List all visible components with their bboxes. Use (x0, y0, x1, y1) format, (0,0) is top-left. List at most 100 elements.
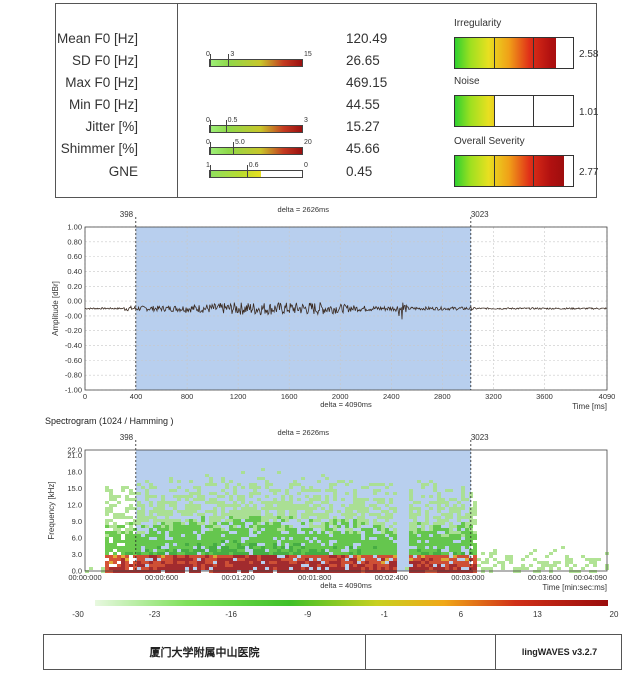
x-tick-label: 00:03:600 (528, 573, 561, 582)
hospital-name: 厦门大学附属中山医院 (44, 635, 366, 669)
param-label: Mean F0 [Hz] (56, 31, 138, 46)
severity-gauge-divider (532, 156, 534, 186)
param-bar-tick-min: 0 (206, 117, 210, 124)
selection-start-label: 398 (120, 433, 134, 442)
selection-end-label: 3023 (471, 210, 489, 219)
x-tick-label: 4090 (599, 392, 616, 401)
x-tick-label: 00:00:600 (145, 573, 178, 582)
y-tick-label: 0.00 (67, 297, 82, 306)
y-tick-label: 21.0 (67, 451, 82, 460)
x-tick-label: 00:02:400 (375, 573, 408, 582)
param-label: SD F0 [Hz] (71, 53, 138, 68)
param-threshold-mark (225, 120, 227, 133)
colorbar-gradient (95, 600, 608, 606)
severity-value: 2.58 (579, 49, 599, 60)
param-value: 120.49 (346, 31, 388, 46)
selection-delta-label: delta = 2626ms (278, 205, 330, 214)
y-tick-label: 6.0 (72, 534, 82, 543)
param-range-fill (210, 126, 302, 132)
param-value: 0.45 (346, 164, 373, 179)
param-value: 15.27 (346, 119, 380, 134)
param-range-bar: 1 0.6 0 (206, 162, 308, 178)
footer-blank-cell (366, 635, 496, 669)
total-delta-label: delta = 4090ms (320, 400, 372, 409)
param-threshold-mark (233, 142, 234, 155)
x-tick-label: 00:03:000 (451, 573, 484, 582)
y-tick-label: -0.80 (65, 371, 82, 380)
x-tick-label: 3200 (485, 392, 502, 401)
param-bar-tick-min: 0 (206, 139, 210, 146)
param-range-fill (210, 148, 302, 154)
y-tick-label: 3.0 (72, 550, 82, 559)
y-tick-label: 0.80 (67, 237, 82, 246)
y-tick-label: 0.0 (72, 567, 82, 576)
param-value: 45.66 (346, 141, 380, 156)
colorbar-tick-label: -1 (381, 610, 389, 619)
software-version: lingWAVES v3.2.7 (521, 647, 598, 657)
severity-title: Overall Severity (454, 136, 525, 147)
x-tick-label: 0 (83, 392, 87, 401)
x-axis-label: Time [min:sec:ms] (542, 583, 607, 592)
param-value: 469.15 (346, 75, 388, 90)
panel-divider (177, 4, 178, 197)
colorbar-tick-label: -23 (149, 610, 161, 619)
severity-gauge-fill (455, 38, 557, 68)
severity-gauge-divider (493, 96, 495, 126)
y-tick-label: 0.20 (67, 282, 82, 291)
parameter-panel: Mean F0 [Hz] 120.49 SD F0 [Hz] 26.65 0 3 15 Max… (55, 3, 599, 198)
y-tick-label: 18.0 (67, 468, 82, 477)
y-tick-label: -0.20 (65, 326, 82, 335)
param-bar-tick-mark: 0.5 (227, 117, 238, 124)
severity-gauge-fill (455, 156, 564, 186)
x-tick-label: 00:01:200 (221, 573, 254, 582)
param-value: 26.65 (346, 53, 380, 68)
x-tick-label: 00:01:800 (298, 573, 331, 582)
severity-gauge-divider (493, 38, 495, 68)
colorbar-tick-label: 20 (610, 610, 619, 619)
severity-gauge-divider (532, 38, 534, 68)
spectrogram-cells (85, 468, 609, 573)
spectrogram-title: Spectrogram (1024 / Hamming ) (45, 416, 174, 426)
y-tick-label: -0.60 (65, 356, 82, 365)
severity-gauge-fill (455, 96, 496, 126)
y-tick-label: 9.0 (72, 517, 82, 526)
param-range-fill (210, 171, 261, 177)
x-tick-label: 1600 (281, 392, 298, 401)
severity-gauge (454, 95, 574, 127)
param-bar-tick-mark: 0.6 (248, 162, 259, 169)
param-bar-tick-max: 20 (304, 139, 312, 146)
param-label: Max F0 [Hz] (65, 75, 138, 90)
waveform-trace (84, 301, 607, 320)
x-tick-label: 2800 (434, 392, 451, 401)
plot-frame (84, 449, 608, 572)
param-bar-start-mark (210, 165, 211, 178)
y-tick-label: 0.40 (67, 267, 82, 276)
selection-end-label: 3023 (471, 433, 489, 442)
selection-start-label: 398 (120, 210, 134, 219)
spectrogram-chart: 22.021.0 18.0 15.0 12.0 9.0 6.0 3.0 0.000:00:00… (47, 428, 609, 592)
param-bar-tick-mark: 5.0 (235, 139, 245, 146)
param-range-bar: 0 0.5 3 (206, 117, 308, 133)
param-range-fill (210, 60, 302, 66)
y-tick-label: 22.0 (67, 446, 82, 455)
param-label: Min F0 [Hz] (68, 97, 138, 112)
param-bar-tick-min: 1 (206, 162, 210, 169)
waveform-chart: 1.00 0.80 0.60 0.40 0.20 0.00 -0.00 -0.20 -0.40 -… (51, 205, 616, 411)
y-tick-label: 0.60 (67, 252, 82, 261)
x-tick-label: 400 (130, 392, 143, 401)
colorbar-tick-label: 13 (533, 610, 542, 619)
colorbar: -30 -23 -16 -9 -1 6 13 20 (72, 600, 619, 619)
severity-title: Irregularity (454, 18, 502, 29)
param-value: 44.55 (346, 97, 380, 112)
colorbar-tick-label: -9 (304, 610, 312, 619)
y-tick-label: 12.0 (67, 501, 82, 510)
param-threshold-mark (228, 54, 230, 67)
footer: 厦门大学附属中山医院 lingWAVES v3.2.7 (43, 634, 622, 670)
x-tick-label: 00:00:000 (68, 573, 101, 582)
y-tick-label: -0.00 (65, 311, 82, 320)
param-label: Jitter [%] (85, 119, 138, 134)
param-range-bar: 0 5.0 20 (206, 139, 312, 155)
x-tick-label: 2400 (383, 392, 400, 401)
param-bar-start-mark (210, 54, 211, 67)
colorbar-tick-label: -16 (225, 610, 237, 619)
